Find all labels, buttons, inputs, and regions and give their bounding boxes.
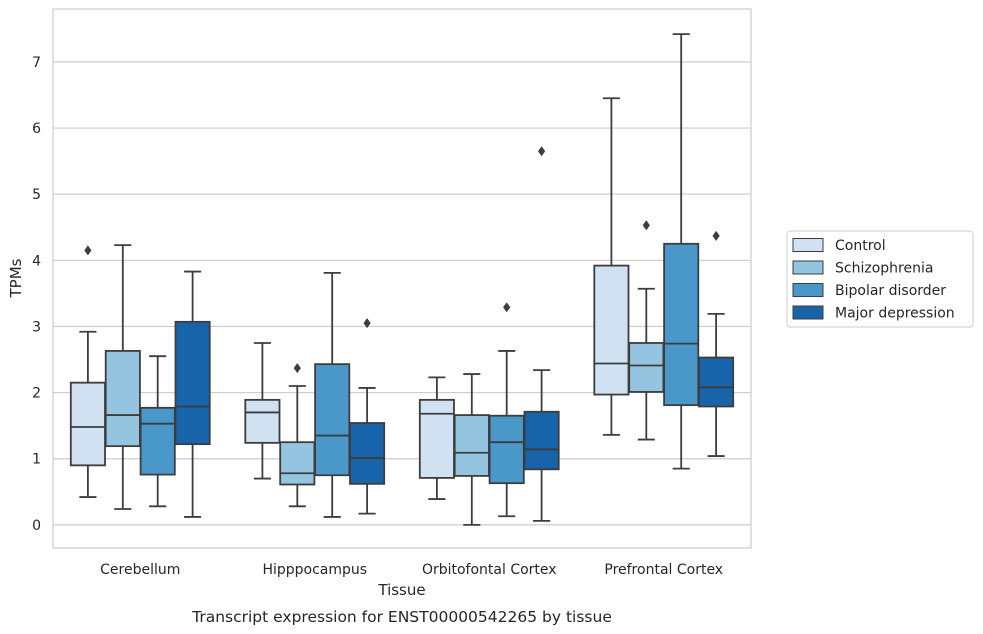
- box-group: [698, 230, 735, 457]
- legend: Control Schizophrenia Bipolar disorder Majo…: [786, 230, 974, 328]
- legend-swatch: [792, 260, 824, 275]
- outlier-marker: [293, 363, 301, 374]
- box-group: [663, 33, 700, 470]
- y-axis-label: TPMs: [7, 258, 25, 298]
- x-tick-label: Hipppocampus: [262, 562, 367, 578]
- box-iqr: [244, 398, 281, 444]
- box-iqr: [593, 264, 630, 396]
- box-iqr: [698, 356, 735, 408]
- x-axis-label: Tissue: [377, 581, 425, 599]
- outlier-marker: [363, 318, 371, 329]
- y-tick-label: 2: [32, 386, 41, 402]
- box-series: [69, 33, 735, 526]
- box-group: [69, 245, 106, 498]
- box-group: [174, 270, 211, 518]
- box-iqr: [104, 350, 141, 448]
- legend-label: Bipolar disorder: [835, 283, 946, 299]
- legend-swatch: [792, 283, 824, 297]
- legend-label: Schizophrenia: [835, 261, 933, 277]
- outlier-marker: [712, 230, 720, 241]
- box-group: [593, 97, 630, 436]
- y-tick-label: 5: [32, 187, 41, 203]
- outlier-marker: [642, 220, 650, 231]
- plot-frame: [52, 8, 752, 549]
- y-tick-label: 3: [32, 319, 41, 335]
- outlier-marker: [538, 146, 546, 157]
- box-group: [104, 244, 141, 510]
- box-group: [279, 363, 316, 508]
- x-tick-label: Orbitofontal Cortex: [422, 562, 557, 578]
- box-group: [139, 355, 176, 508]
- box-iqr: [279, 441, 316, 486]
- legend-label: Major depression: [835, 306, 955, 322]
- box-iqr: [139, 406, 176, 476]
- box-group: [628, 220, 665, 441]
- x-tick-label: Cerebellum: [100, 562, 180, 578]
- box-iqr: [174, 320, 211, 446]
- box-group: [523, 146, 560, 522]
- y-tick-label: 0: [32, 518, 41, 534]
- box-iqr: [628, 342, 665, 393]
- box-group: [488, 302, 525, 518]
- outlier-marker: [503, 302, 511, 313]
- y-axis-ticks: 0 1 2 3 4 5 6 7: [32, 55, 41, 534]
- box-group: [314, 271, 351, 518]
- box-iqr: [418, 398, 455, 479]
- box-iqr: [314, 363, 351, 477]
- y-tick-label: 4: [32, 253, 41, 269]
- box-iqr: [523, 410, 560, 471]
- x-tick-label: Prefrontal Cortex: [604, 562, 723, 578]
- box-iqr: [349, 422, 386, 485]
- legend-frame: [786, 230, 974, 328]
- box-group: [349, 318, 386, 515]
- y-tick-label: 6: [32, 121, 41, 137]
- legend-label: Control: [835, 238, 886, 254]
- box-iqr: [663, 242, 700, 407]
- box-iqr: [453, 414, 490, 477]
- x-axis-ticks: Cerebellum Hipppocampus Orbitofontal Corte…: [100, 562, 723, 578]
- y-tick-label: 7: [32, 55, 41, 71]
- legend-swatch: [792, 238, 824, 252]
- chart-caption: Transcript expression for ENST0000054226…: [191, 608, 612, 626]
- legend-swatch: [792, 305, 824, 320]
- box-iqr: [488, 414, 525, 485]
- outlier-marker: [84, 245, 92, 256]
- box-iqr: [69, 381, 106, 467]
- y-tick-label: 1: [32, 452, 41, 468]
- box-group: [244, 342, 281, 480]
